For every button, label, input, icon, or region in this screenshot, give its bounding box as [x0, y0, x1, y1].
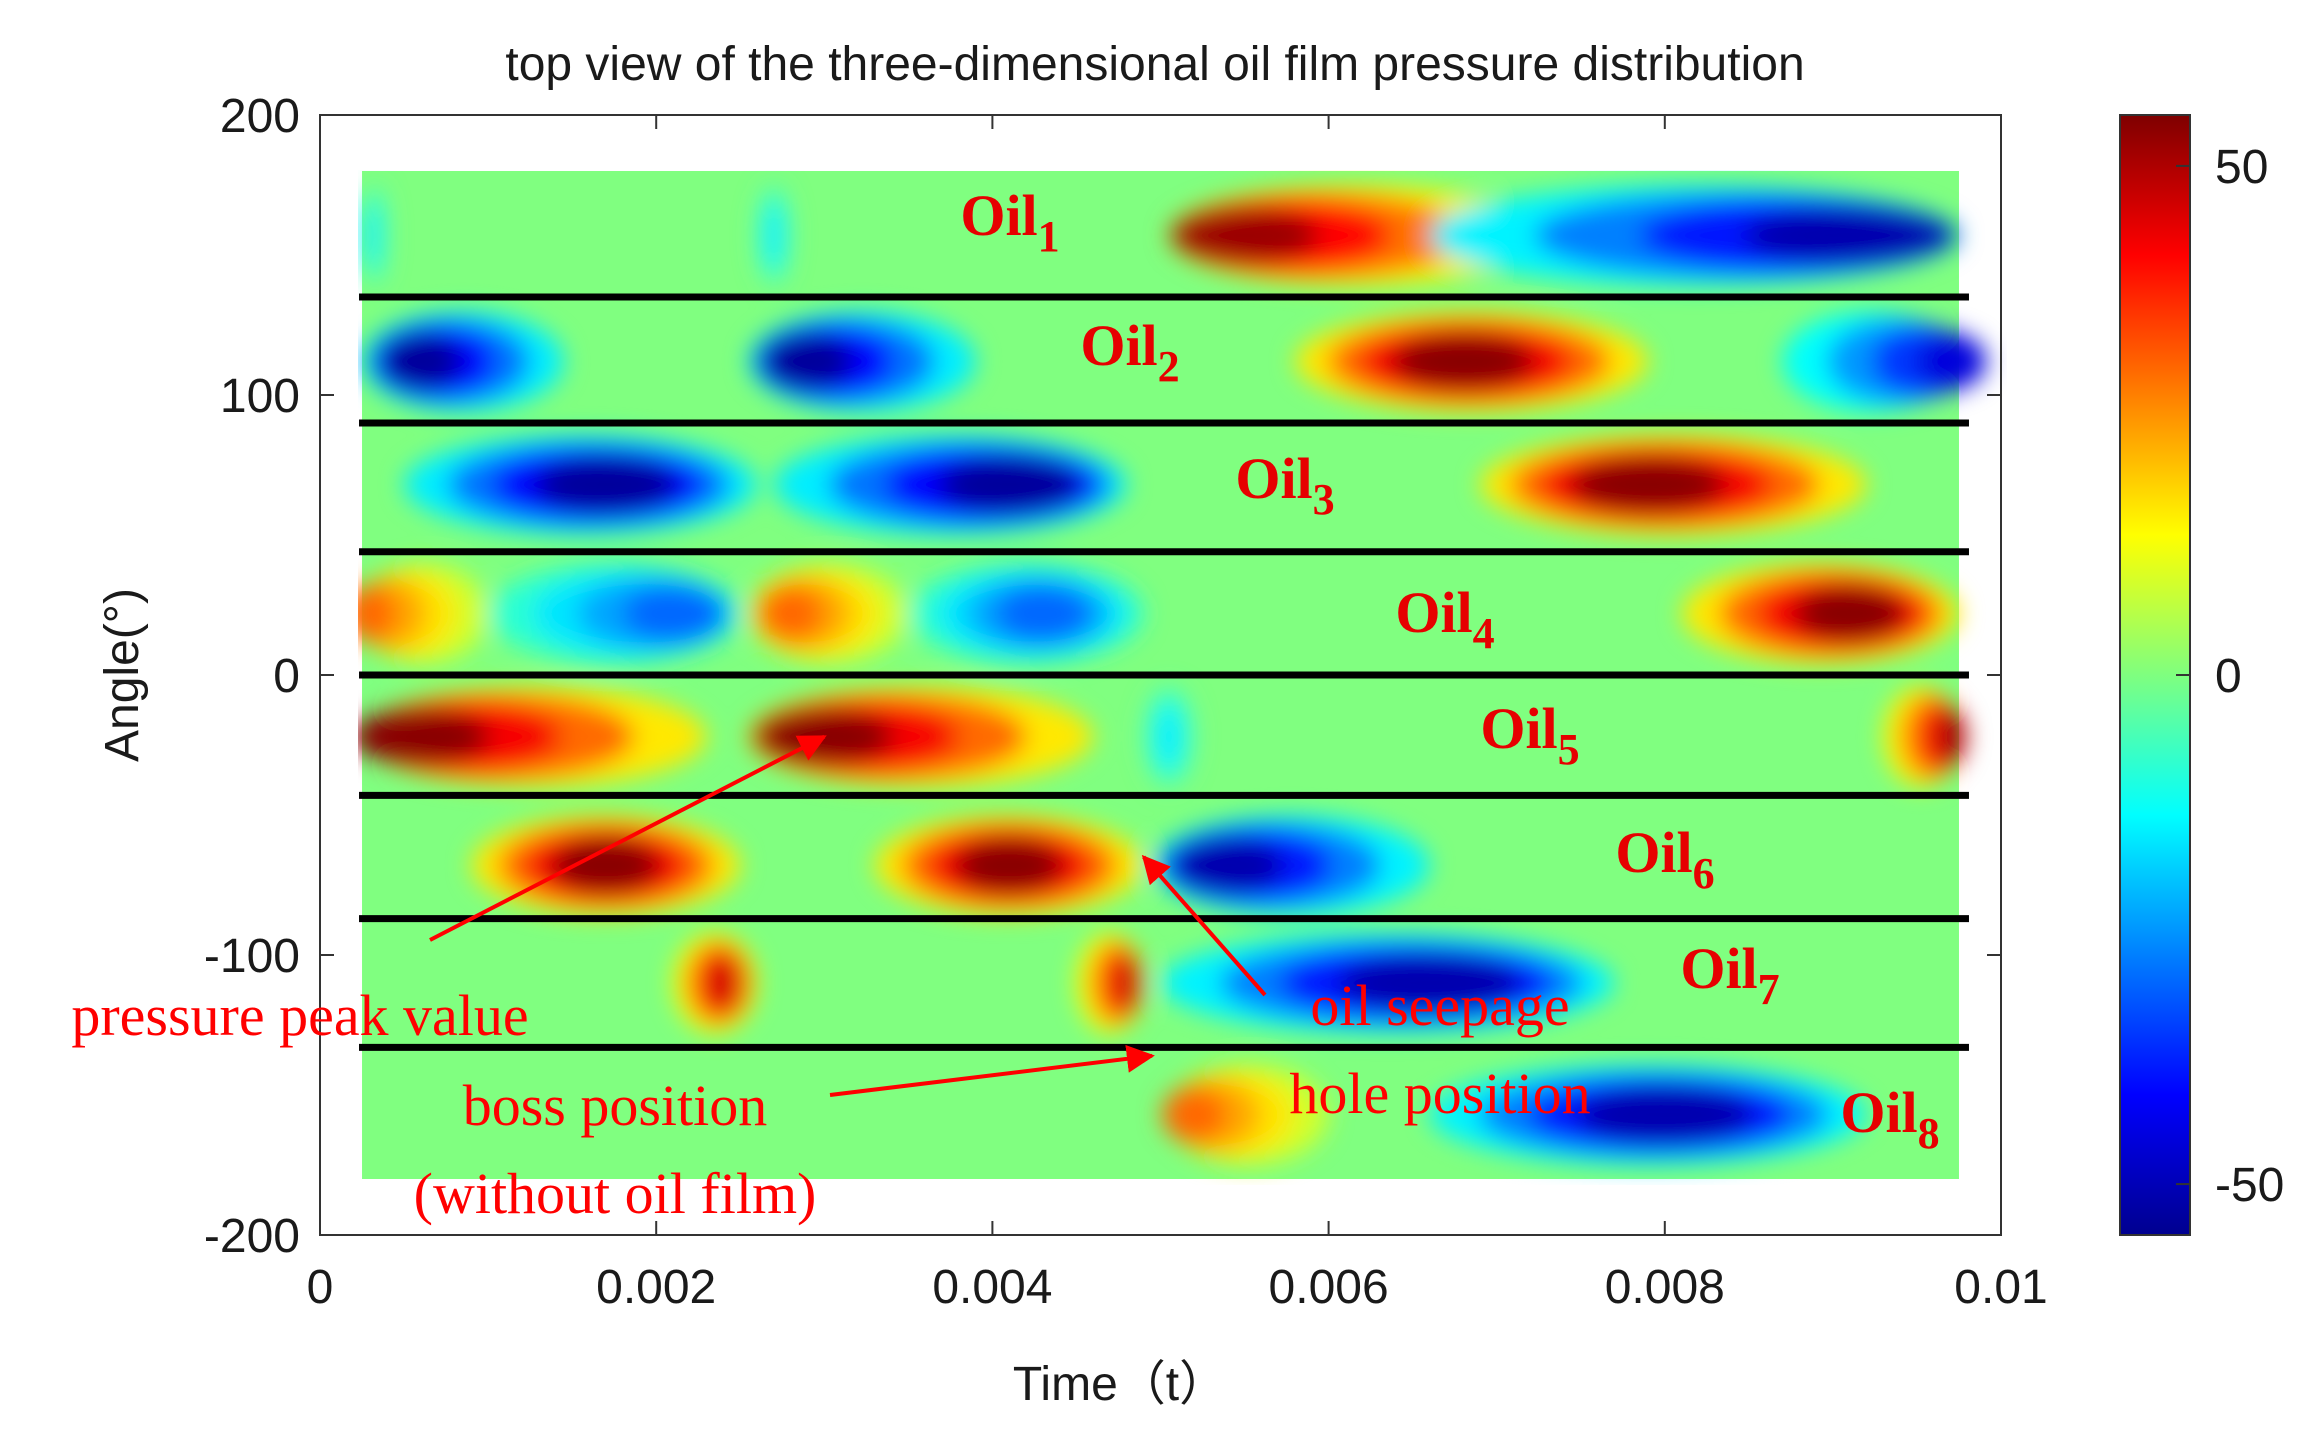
colorbar: -50 0 50	[2119, 114, 2284, 1236]
y-tick-label: 0	[273, 650, 300, 703]
pressure-region-oil1-4	[757, 185, 791, 286]
y-tick-label: -100	[204, 930, 300, 983]
colorbar-tick-label: 50	[2215, 141, 2268, 194]
pressure-region-oil4-4	[908, 563, 1144, 664]
band-label-oil4: Oil4	[1395, 580, 1494, 658]
pressure-region-oil1-2	[1429, 185, 1959, 286]
pressure-region-oil5-3	[1143, 686, 1195, 787]
pressure-region-oil2-1	[362, 311, 564, 412]
band-label-oil7: Oil7	[1680, 936, 1779, 1014]
y-tick-label: -200	[204, 1210, 300, 1263]
pressure-region-oil7-1	[673, 932, 758, 1034]
x-tick-label: 0.01	[1954, 1261, 2047, 1314]
band-separators	[359, 293, 1969, 1051]
pressure-region-oil6-2	[874, 815, 1144, 916]
x-tick-label: 0.002	[596, 1261, 716, 1314]
annotation-arrow-peak	[429, 734, 827, 942]
annotation-arrow-boss	[829, 1044, 1155, 1097]
y-tick-label: 100	[220, 370, 300, 423]
y-tick-label: 200	[220, 90, 300, 143]
pressure-region-oil3-2	[773, 434, 1127, 535]
pressure-region-oil3-1	[404, 434, 758, 535]
annotation-text-boss: boss position	[463, 1073, 768, 1138]
colorbar-tick-label: 0	[2215, 650, 2242, 703]
pressure-region-oil3-3	[1479, 434, 1867, 535]
pressure-region-oil5-4	[1883, 686, 1966, 787]
annotation-arrow-seepage	[1141, 854, 1267, 997]
band-label-oil6: Oil6	[1615, 820, 1714, 898]
x-tick-label: 0.004	[932, 1261, 1052, 1314]
pressure-region-oil2-4	[1782, 311, 1986, 412]
chart-title: top view of the three-dimensional oil fi…	[505, 38, 1804, 91]
x-axis-label: Time（t）	[1013, 1358, 1227, 1411]
y-axis-label: Angle(°)	[96, 588, 149, 762]
pressure-region-oil5-1	[358, 686, 707, 787]
annotations: pressure peak value oil seepage hole posit…	[71, 734, 1591, 1226]
colorbar-ticks: -50 0 50	[2176, 141, 2284, 1212]
pressure-region-oil4-1	[358, 563, 489, 664]
band-label-oil3: Oil3	[1235, 446, 1334, 524]
pressure-region-oil6-1	[471, 815, 741, 916]
axis-ticks: 0 0.002 0.004 0.006 0.008 0.01 -200 -100 0 100 200	[204, 90, 2048, 1314]
x-tick-label: 0.006	[1269, 1261, 1389, 1314]
band-label-oil2: Oil2	[1080, 313, 1179, 391]
pressure-region-oil8-2	[1429, 1064, 1867, 1165]
pressure-region-oil7-2	[1076, 932, 1144, 1034]
pressure-region-oil8-1	[1162, 1064, 1329, 1165]
band-label-oil8: Oil8	[1840, 1080, 1939, 1158]
pressure-region-oil1-3	[362, 185, 388, 286]
x-tick-label: 0	[307, 1261, 334, 1314]
pressure-region-oil1-1	[1168, 185, 1539, 286]
band-label-oil1: Oil1	[960, 183, 1059, 261]
annotation-text-seepage: oil seepage	[1310, 973, 1569, 1038]
pressure-region-oil2-3	[1294, 311, 1648, 412]
pressure-region-oil4-5	[1681, 563, 1959, 664]
band-labels: Oil1 Oil2 Oil3 Oil4 Oil5 Oil6 Oil7 Oil8	[960, 183, 1939, 1158]
colorbar-tick-label: -50	[2215, 1159, 2284, 1212]
band-label-oil5: Oil5	[1480, 696, 1579, 774]
annotation-text-boss: (without oil film)	[414, 1161, 817, 1226]
pressure-region-oil4-2	[488, 563, 741, 664]
pressure-region-oil4-3	[748, 563, 909, 664]
pressure-region-oil7-3	[1160, 932, 1615, 1034]
annotation-text-seepage: hole position	[1289, 1061, 1590, 1126]
pressure-region-oil6-3	[1152, 815, 1430, 916]
pressure-region-oil5-2	[748, 686, 1094, 787]
annotation-text-peak: pressure peak value	[71, 983, 528, 1048]
x-tick-label: 0.008	[1605, 1261, 1725, 1314]
pressure-region-oil2-2	[748, 311, 976, 412]
